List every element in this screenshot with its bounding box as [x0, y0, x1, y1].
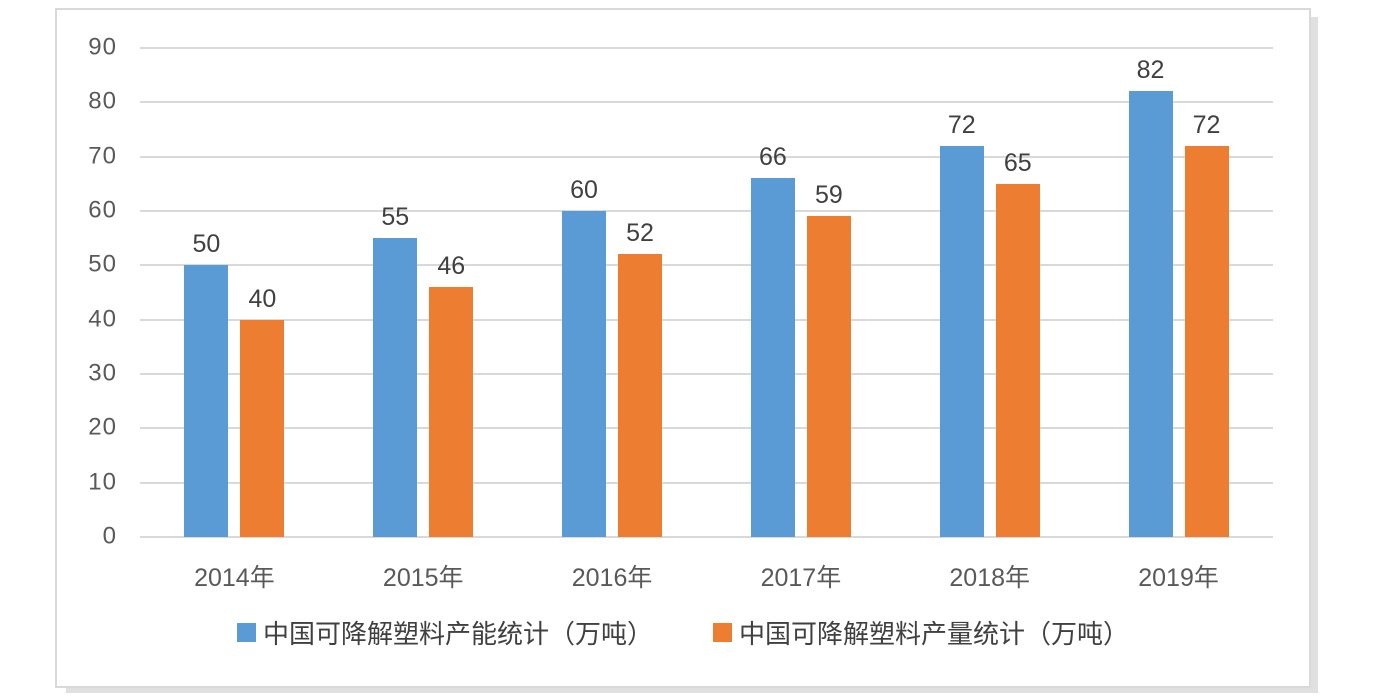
- plot-area: 50 40 55 46 60 52 66 59 72 65 82 72: [140, 47, 1273, 538]
- gridline: [140, 373, 1273, 375]
- bar-capacity: [373, 238, 418, 537]
- bar-wrap: 66: [750, 143, 795, 537]
- bar-wrap: 52: [618, 219, 663, 537]
- bar-group: 60 52: [518, 176, 707, 537]
- legend-label: 中国可降解塑料产能统计（万吨）: [262, 619, 653, 649]
- bar-wrap: 40: [240, 284, 285, 537]
- bar-wrap: 55: [373, 203, 418, 537]
- bar-wrap: 46: [429, 252, 474, 537]
- y-tick-label: 50: [88, 250, 117, 278]
- legend-swatch-icon: [713, 623, 732, 642]
- y-tick-label: 90: [88, 33, 117, 61]
- bar-value-label: 46: [437, 252, 466, 281]
- gridline: [140, 210, 1273, 212]
- bar-wrap: 59: [806, 181, 851, 537]
- bar-output: [240, 319, 285, 537]
- bar-wrap: 72: [939, 110, 984, 537]
- bar-wrap: 82: [1128, 56, 1173, 537]
- y-tick-label: 30: [88, 359, 117, 387]
- bar-output: [1184, 145, 1229, 537]
- y-tick-label: 0: [102, 522, 117, 550]
- bar-value-label: 40: [248, 284, 277, 313]
- bar-output: [618, 254, 663, 537]
- bar-group: 72 65: [895, 111, 1084, 537]
- bar-value-label: 52: [626, 219, 654, 248]
- x-tick-label: 2016年: [571, 564, 653, 592]
- bar-group: 82 72: [1084, 56, 1273, 537]
- x-tick-label: 2019年: [1138, 564, 1219, 592]
- bar-value-label: 72: [947, 110, 976, 139]
- legend-label: 中国可降解塑料产量统计（万吨）: [739, 619, 1130, 649]
- x-axis: 2014年 2015年 2016年 2017年 2018年 2019年: [140, 558, 1273, 594]
- bar-group: 55 46: [329, 203, 518, 537]
- y-tick-label: 60: [88, 196, 117, 224]
- chart-frame: 0 10 20 30 40 50 60 70 80 90 50 40 55 46 60 52 66 59 72 65…: [55, 8, 1311, 688]
- legend: 中国可降解塑料产能统计（万吨） 中国可降解塑料产量统计（万吨）: [57, 614, 1309, 651]
- gridline: [140, 47, 1273, 49]
- bar-value-label: 50: [192, 230, 221, 259]
- gridline: [140, 318, 1273, 321]
- bar-capacity: [750, 178, 795, 537]
- x-tick-label: 2015年: [382, 564, 464, 592]
- bar-wrap: 60: [562, 176, 607, 537]
- bar-value-label: 82: [1136, 56, 1165, 85]
- y-tick-label: 40: [88, 305, 117, 333]
- bars-row: 50 40 55 46 60 52 66 59 72 65 82 72: [140, 48, 1273, 537]
- bar-wrap: 72: [1184, 110, 1229, 537]
- bar-capacity: [939, 145, 984, 537]
- bar-value-label: 60: [570, 176, 598, 204]
- y-tick-label: 10: [88, 468, 117, 496]
- bar-capacity: [184, 265, 229, 537]
- bar-group: 66 59: [706, 143, 895, 537]
- legend-item: 中国可降解塑料产量统计（万吨）: [713, 614, 1129, 651]
- gridline: [140, 481, 1273, 484]
- bar-group: 50 40: [140, 230, 329, 537]
- gridline: [140, 264, 1273, 267]
- bar-value-label: 59: [814, 181, 843, 210]
- y-tick-label: 80: [88, 87, 117, 115]
- bar-value-label: 55: [381, 203, 410, 232]
- y-axis: 0 10 20 30 40 50 60 70 80 90: [57, 33, 117, 549]
- bar-value-label: 65: [1003, 148, 1032, 177]
- bar-output: [429, 287, 474, 537]
- gridline: [140, 101, 1273, 104]
- y-tick-label: 70: [88, 142, 117, 170]
- x-tick-label: 2018年: [949, 564, 1031, 592]
- x-tick-label: 2014年: [194, 564, 275, 592]
- gridline: [140, 427, 1273, 430]
- bar-capacity: [1128, 91, 1173, 537]
- bar-value-label: 72: [1192, 110, 1221, 139]
- gridline: [140, 155, 1273, 158]
- bar-output: [806, 216, 851, 537]
- bar-wrap: 65: [995, 148, 1040, 537]
- bar-value-label: 66: [758, 143, 787, 172]
- legend-swatch-icon: [236, 623, 256, 642]
- bar-capacity: [562, 211, 607, 537]
- x-tick-label: 2017年: [760, 564, 842, 592]
- y-tick-label: 20: [88, 413, 117, 441]
- bar-wrap: 50: [184, 230, 229, 537]
- bar-output: [995, 183, 1040, 537]
- legend-item: 中国可降解塑料产能统计（万吨）: [236, 614, 653, 651]
- gridline: [140, 536, 1273, 538]
